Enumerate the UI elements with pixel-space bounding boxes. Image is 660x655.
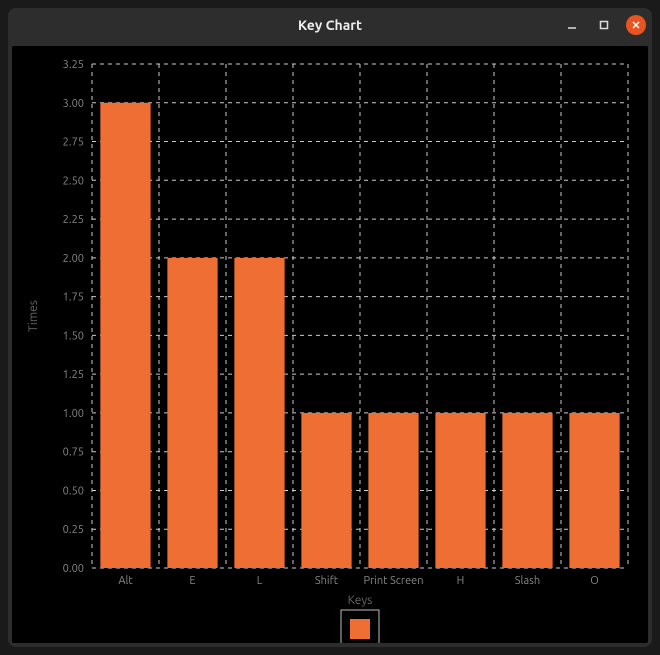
y-tick-label: 1.75 (63, 292, 84, 304)
app-window: Key Chart 0.00 0.25 0.50 0.75 1.00 1.25 1.50 1.… (8, 8, 652, 647)
bar (435, 413, 485, 568)
chart-area: 0.00 0.25 0.50 0.75 1.00 1.25 1.50 1.75 2.00 2.25… (12, 46, 648, 643)
y-tick-label: 0.00 (63, 563, 84, 575)
y-tick-label: 3.00 (63, 98, 84, 110)
window-title: Key Chart (298, 17, 362, 33)
y-tick-label: 1.50 (63, 330, 84, 342)
y-tick-label: 2.50 (63, 175, 84, 187)
x-axis-label: Keys (348, 594, 373, 607)
y-tick-label: 0.50 (63, 485, 84, 497)
y-tick-label: 0.25 (63, 524, 84, 536)
x-tick-label: Alt (118, 575, 133, 587)
y-tick-label: 2.25 (63, 214, 84, 226)
bar (368, 413, 418, 568)
bar (569, 413, 619, 568)
window-controls (562, 15, 646, 35)
titlebar[interactable]: Key Chart (8, 8, 652, 42)
y-tick-label: 1.25 (63, 369, 84, 381)
x-tick-label: Slash (515, 575, 540, 587)
legend-swatch-icon (350, 619, 370, 639)
y-tick-label: 1.00 (63, 408, 84, 420)
minimize-button[interactable] (562, 15, 582, 35)
maximize-button[interactable] (594, 15, 614, 35)
x-tick-label: E (189, 575, 195, 587)
bar (234, 258, 284, 568)
bar-chart: 0.00 0.25 0.50 0.75 1.00 1.25 1.50 1.75 2.00 2.25… (12, 46, 648, 643)
y-tick-label: 2.00 (63, 253, 84, 265)
x-tick-label: Shift (315, 575, 339, 587)
bar (100, 103, 150, 568)
y-axis-label: Times (27, 300, 40, 332)
desktop-frame: Key Chart 0.00 0.25 0.50 0.75 1.00 1.25 1.50 1.… (0, 0, 660, 655)
x-tick-label: L (257, 575, 263, 587)
y-tick-label: 0.75 (63, 447, 84, 459)
x-tick-label: H (457, 575, 465, 587)
x-tick-label: Print Screen (363, 575, 423, 587)
bar (301, 413, 351, 568)
y-tick-label: 3.25 (63, 59, 84, 71)
bar (167, 258, 217, 568)
close-button[interactable] (626, 15, 646, 35)
y-tick-label: 2.75 (63, 137, 84, 149)
bar (502, 413, 552, 568)
x-tick-label: O (590, 575, 599, 587)
